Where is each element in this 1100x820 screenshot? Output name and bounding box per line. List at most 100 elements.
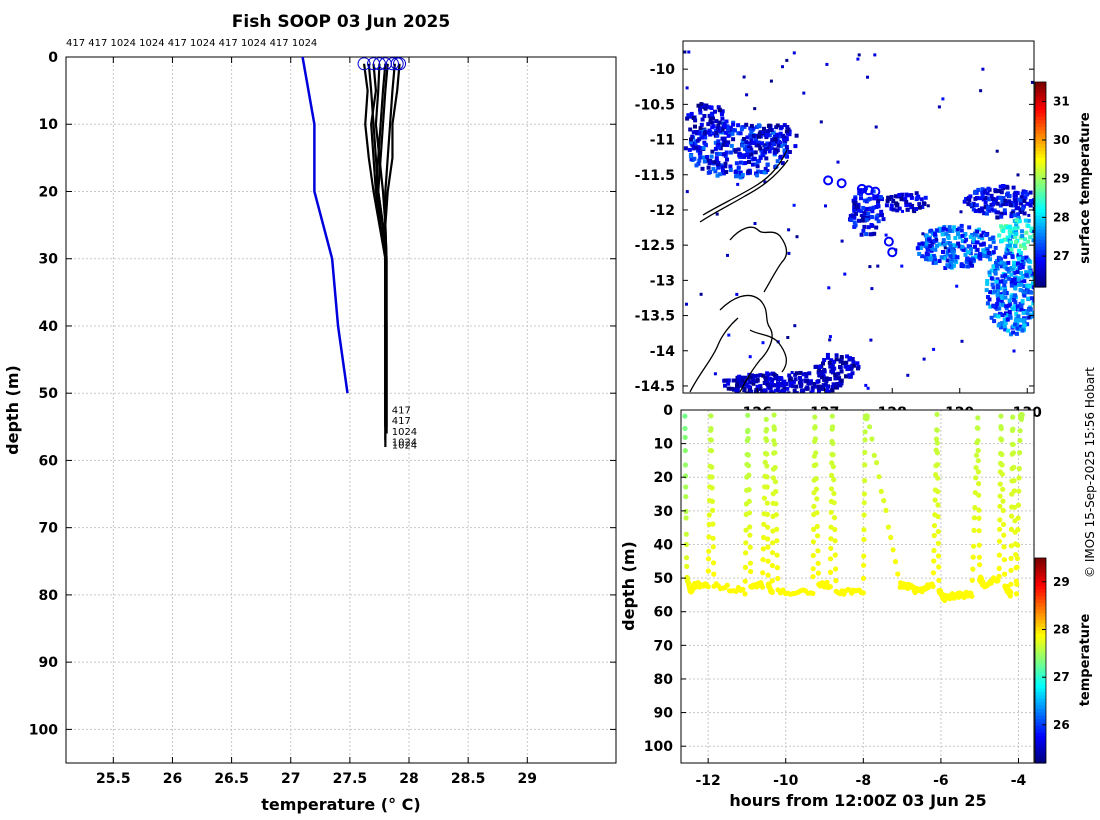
- sst-cell: [700, 166, 705, 171]
- sst-cell: [772, 142, 776, 147]
- sst-cell: [991, 250, 996, 255]
- sst-colorbar-segment: [1035, 140, 1046, 145]
- sst-cell: [689, 137, 693, 142]
- sst-cell: [782, 123, 787, 128]
- track-point: [975, 415, 981, 421]
- sst-cell: [974, 203, 979, 208]
- sst-cell: [799, 382, 804, 387]
- profile-lines: [362, 63, 401, 447]
- sst-cell: [758, 155, 763, 160]
- sst-cell: [1002, 184, 1006, 188]
- sst-cell: [1001, 186, 1006, 191]
- sst-cell: [1003, 321, 1008, 325]
- sst-colorbar-segment: [1035, 126, 1046, 131]
- track-point: [892, 559, 899, 565]
- sst-cell: [957, 244, 962, 249]
- sst-cell: [975, 247, 980, 252]
- sst-cell: [728, 150, 733, 155]
- sst-cell: [810, 385, 815, 390]
- sst-cell: [929, 228, 934, 233]
- sst-cell: [752, 157, 757, 161]
- sst-cell: [747, 141, 752, 146]
- sst-cell: [1027, 270, 1032, 274]
- track-point: [748, 568, 754, 575]
- track-point: [774, 552, 780, 558]
- sst-cell: [755, 373, 760, 378]
- sst-cell: [941, 250, 945, 254]
- sst-cell: [748, 355, 752, 359]
- sst-cell: [713, 169, 718, 174]
- cast-marker: [887, 247, 898, 258]
- sst-colorbar-segment: [1035, 222, 1046, 227]
- sst-colorbar-segment: [1035, 129, 1046, 134]
- sst-cell: [784, 381, 789, 386]
- sst-cell: [1032, 301, 1034, 306]
- sst-colorbar-segment: [1035, 181, 1046, 186]
- track-point: [828, 509, 834, 515]
- sst-cell: [995, 277, 1000, 282]
- sst-cell: [992, 319, 997, 324]
- sst-cell: [716, 165, 721, 170]
- sst-cell: [1025, 201, 1030, 206]
- sst-cell: [749, 139, 754, 143]
- sst-cell: [780, 161, 785, 166]
- ts-y-tick-label: 50: [654, 571, 674, 587]
- sst-cell: [999, 214, 1004, 219]
- sst-cell: [1017, 306, 1022, 311]
- sst-cell: [1023, 237, 1028, 242]
- sst-cell: [1007, 199, 1012, 204]
- sst-cell: [783, 135, 787, 139]
- sst-cell: [760, 141, 765, 146]
- sst-cell: [822, 378, 827, 383]
- sst-cell: [734, 388, 739, 393]
- sst-cell: [889, 206, 894, 211]
- sst-cell: [738, 170, 743, 175]
- sst-cell: [723, 378, 728, 383]
- sst-cell: [819, 120, 823, 124]
- sst-cell: [794, 371, 799, 376]
- sst-colorbar-segment: [1035, 112, 1046, 117]
- sst-cell: [928, 253, 933, 258]
- sst-cell: [996, 298, 1001, 302]
- sst-cell: [923, 195, 928, 200]
- track-point: [934, 440, 940, 446]
- temp-colorbar-segment: [1035, 605, 1046, 610]
- sst-cell: [989, 207, 994, 212]
- sst-cell: [751, 126, 756, 131]
- sst-cell: [1031, 281, 1034, 286]
- sst-cell: [707, 128, 712, 133]
- sst-cell: [715, 151, 719, 156]
- sst-cell: [986, 186, 991, 191]
- sst-cell: [1019, 303, 1024, 308]
- sst-cell: [1001, 225, 1006, 230]
- sst-cell: [742, 388, 747, 393]
- x-tick-label: 27: [281, 771, 300, 787]
- track-point: [973, 465, 979, 471]
- sst-cell: [988, 290, 993, 295]
- track-point: [769, 589, 775, 596]
- sst-cell: [787, 228, 791, 232]
- track-point: [881, 498, 887, 504]
- sst-cell: [999, 294, 1004, 299]
- track-point: [1014, 581, 1020, 588]
- sst-cell: [1009, 283, 1014, 288]
- sst-cell: [970, 263, 974, 268]
- track-point: [810, 590, 816, 597]
- sst-cell: [987, 250, 991, 255]
- sst-cell: [836, 160, 840, 164]
- sst-cell: [904, 192, 909, 197]
- sst-cell: [793, 144, 798, 149]
- track-point: [997, 503, 1003, 509]
- sst-cell: [776, 385, 781, 389]
- sst-cell: [1009, 247, 1014, 252]
- sst-cell: [762, 126, 766, 131]
- sst-cell: [726, 378, 731, 383]
- sst-cell: [985, 211, 989, 216]
- sst-cell: [959, 228, 964, 233]
- sst-cell: [751, 378, 756, 383]
- sst-cell: [889, 195, 894, 199]
- sst-cell: [1014, 240, 1018, 245]
- track-point: [996, 552, 1003, 558]
- track-point: [813, 450, 819, 456]
